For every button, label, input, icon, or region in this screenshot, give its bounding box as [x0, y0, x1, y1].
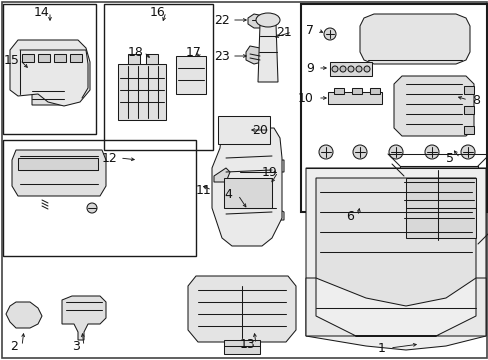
Bar	[224, 178, 271, 208]
Bar	[104, 4, 213, 150]
Text: 15: 15	[4, 54, 20, 67]
Bar	[463, 106, 473, 114]
Bar	[329, 62, 371, 76]
Polygon shape	[6, 302, 42, 328]
Circle shape	[363, 66, 369, 72]
Text: 13: 13	[240, 338, 255, 351]
Ellipse shape	[256, 13, 280, 27]
Polygon shape	[405, 178, 475, 238]
Polygon shape	[10, 40, 90, 106]
Polygon shape	[225, 120, 262, 140]
Text: 14: 14	[34, 5, 50, 18]
Text: 8: 8	[471, 94, 479, 107]
Text: 20: 20	[251, 123, 267, 136]
Bar	[38, 54, 50, 62]
Text: 22: 22	[214, 13, 229, 27]
Bar	[351, 88, 361, 94]
Bar	[118, 64, 165, 120]
Bar	[463, 126, 473, 134]
Bar	[176, 56, 205, 94]
Text: 6: 6	[346, 210, 353, 222]
Polygon shape	[258, 24, 278, 82]
Bar	[369, 88, 379, 94]
Text: 4: 4	[224, 189, 231, 202]
Text: 18: 18	[128, 45, 143, 58]
Circle shape	[355, 66, 361, 72]
Circle shape	[87, 203, 97, 213]
Text: 5: 5	[445, 152, 453, 165]
Text: 7: 7	[305, 23, 313, 36]
Text: 11: 11	[196, 184, 211, 197]
Polygon shape	[214, 168, 229, 182]
Text: 17: 17	[185, 45, 202, 58]
Bar	[218, 116, 269, 144]
Polygon shape	[48, 67, 62, 85]
Text: 2: 2	[10, 339, 18, 352]
Polygon shape	[12, 150, 106, 196]
Text: 21: 21	[276, 26, 291, 39]
Polygon shape	[247, 14, 265, 28]
Polygon shape	[315, 178, 475, 306]
Circle shape	[460, 145, 474, 159]
Polygon shape	[393, 76, 473, 136]
Polygon shape	[359, 14, 469, 64]
Circle shape	[318, 145, 332, 159]
Polygon shape	[187, 276, 295, 352]
Bar	[463, 86, 473, 94]
Bar	[146, 54, 158, 64]
Text: 3: 3	[72, 339, 80, 352]
Bar	[70, 54, 82, 62]
Bar	[327, 92, 381, 104]
Polygon shape	[305, 278, 485, 336]
Bar	[18, 158, 98, 170]
Polygon shape	[231, 160, 284, 220]
Bar	[301, 4, 486, 212]
Circle shape	[352, 145, 366, 159]
Polygon shape	[399, 166, 477, 244]
Text: 16: 16	[150, 5, 165, 18]
Text: 9: 9	[305, 62, 313, 75]
Text: 1: 1	[377, 342, 385, 355]
Circle shape	[424, 145, 438, 159]
Text: 23: 23	[214, 49, 229, 63]
Bar	[3, 140, 196, 256]
Text: 19: 19	[262, 166, 277, 179]
Text: 12: 12	[102, 152, 118, 165]
Polygon shape	[212, 128, 282, 246]
Text: 10: 10	[298, 91, 313, 104]
Circle shape	[324, 28, 335, 40]
Polygon shape	[245, 46, 264, 64]
Bar	[3, 4, 96, 134]
Bar	[22, 54, 34, 62]
Polygon shape	[305, 168, 485, 350]
Bar	[224, 340, 260, 354]
Polygon shape	[30, 69, 44, 85]
Circle shape	[388, 145, 402, 159]
Polygon shape	[62, 296, 106, 340]
Polygon shape	[32, 83, 66, 105]
Bar	[54, 54, 66, 62]
Bar	[128, 54, 140, 64]
Bar	[333, 88, 343, 94]
Circle shape	[339, 66, 346, 72]
Circle shape	[331, 66, 337, 72]
Circle shape	[347, 66, 353, 72]
